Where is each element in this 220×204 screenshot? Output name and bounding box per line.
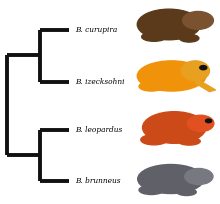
Ellipse shape [139, 185, 164, 194]
Ellipse shape [137, 9, 201, 40]
Polygon shape [195, 80, 216, 92]
Ellipse shape [177, 188, 196, 195]
Ellipse shape [187, 115, 214, 132]
Ellipse shape [183, 11, 213, 29]
Text: B. leopardus: B. leopardus [75, 125, 123, 134]
Ellipse shape [138, 164, 204, 194]
Ellipse shape [181, 61, 209, 81]
Ellipse shape [141, 135, 167, 145]
Ellipse shape [139, 82, 164, 91]
Ellipse shape [205, 119, 212, 123]
Ellipse shape [137, 61, 206, 91]
Ellipse shape [178, 137, 200, 145]
Ellipse shape [200, 65, 207, 70]
Ellipse shape [185, 169, 213, 184]
Text: B. izecksohni: B. izecksohni [75, 78, 125, 86]
Ellipse shape [143, 112, 206, 143]
Ellipse shape [180, 34, 199, 42]
Text: B. curupira: B. curupira [75, 26, 117, 34]
Text: B. brunneus: B. brunneus [75, 176, 121, 185]
Ellipse shape [142, 32, 166, 41]
